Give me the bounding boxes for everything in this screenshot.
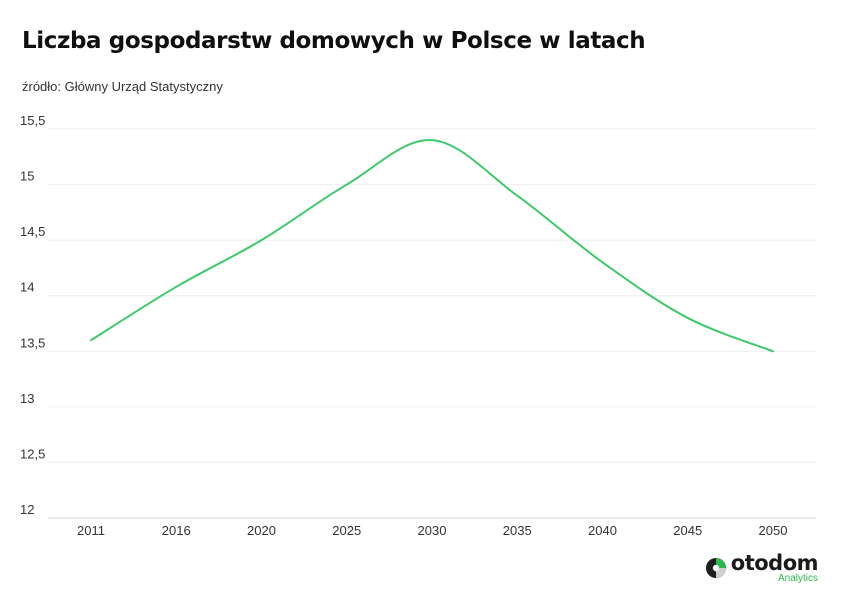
- y-tick-label: 15,5: [20, 113, 45, 128]
- y-tick-label: 14,5: [20, 224, 45, 239]
- y-tick-label: 15: [20, 169, 34, 184]
- otodom-logo-icon: [705, 558, 726, 578]
- gridlines: [48, 128, 816, 519]
- otodom-logo: otodom Analytics: [705, 551, 819, 584]
- brand-name: otodom: [730, 551, 819, 575]
- y-tick-label: 12: [20, 502, 34, 517]
- chart-title: Liczba gospodarstw domowych w Polsce w l…: [22, 28, 646, 54]
- y-tick-label: 13,5: [20, 335, 45, 350]
- x-tick-label: 2045: [673, 523, 702, 538]
- x-tick-label: 2050: [759, 523, 788, 538]
- x-tick-label: 2040: [588, 523, 617, 538]
- y-tick-label: 14: [20, 280, 34, 295]
- y-tick-label: 13: [20, 391, 34, 406]
- x-tick-label: 2035: [503, 523, 532, 538]
- x-tick-label: 2011: [77, 523, 105, 538]
- x-axis-ticks: 2011 2016 2020 2025 2030 2035 2040 2045 2050: [77, 523, 787, 538]
- y-tick-label: 12,5: [20, 446, 45, 461]
- chart-source: źródło: Główny Urząd Statystyczny: [22, 79, 223, 94]
- y-axis-ticks: 12 12,5 13 13,5 14 14,5 15 15,5: [20, 113, 45, 517]
- series-layer: [90, 139, 774, 353]
- x-tick-label: 2016: [162, 523, 191, 538]
- x-tick-label: 2020: [247, 523, 276, 538]
- series-line: [90, 139, 774, 353]
- brand-tagline: Analytics: [777, 573, 818, 584]
- x-tick-label: 2030: [418, 523, 447, 538]
- x-tick-label: 2025: [332, 523, 361, 538]
